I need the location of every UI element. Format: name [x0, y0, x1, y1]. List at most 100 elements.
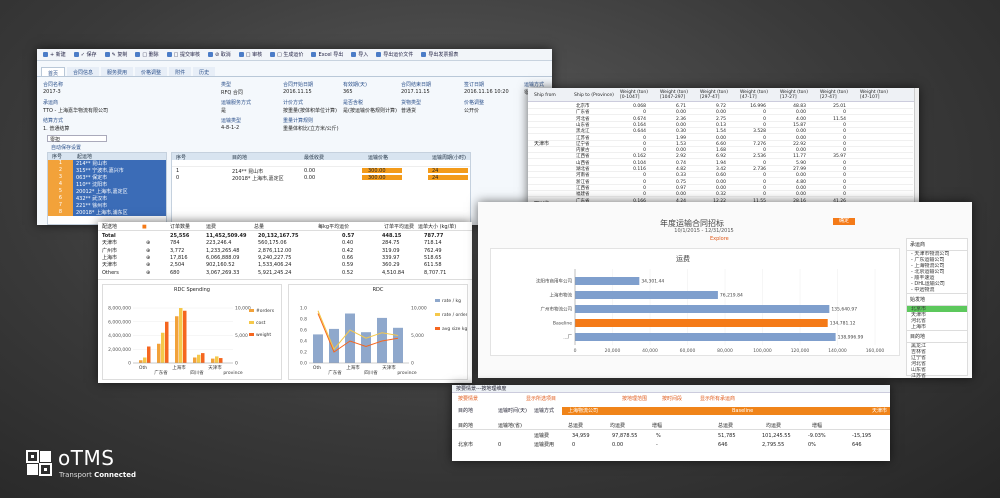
- matrix-row[interactable]: 山东省 0.164 0.00 0.13 0 15.87 0: [528, 123, 913, 128]
- toolbar-button[interactable]: 导入: [351, 51, 368, 58]
- toolbar-button[interactable]: 导出运价文件: [376, 51, 413, 58]
- field-value[interactable]: 是: [221, 108, 227, 114]
- table-row[interactable]: 2 315** 宁波市,嘉兴市: [48, 167, 166, 174]
- filter-row[interactable]: [172, 160, 470, 167]
- field-value[interactable]: 2016.11.15: [283, 89, 312, 95]
- filter-section-title[interactable]: 目的地: [907, 330, 967, 343]
- scenario-subheader[interactable]: 按要情景: [458, 396, 479, 402]
- filter-item[interactable]: 吉林省: [911, 349, 927, 355]
- filter-item[interactable]: - 天津市物流公司: [911, 251, 950, 257]
- field-value[interactable]: 重量体积比(立方米/公斤): [283, 126, 339, 132]
- toolbar-button[interactable]: ✓ 保存: [73, 51, 97, 58]
- freight-bar[interactable]: [575, 291, 718, 299]
- table-row[interactable]: Others ⊕ 680 3,067,269.33 5,921,245.24 0.52 4,…: [98, 270, 472, 277]
- freight-bar[interactable]: [575, 333, 836, 341]
- filter-item[interactable]: - 广东运输公司: [911, 257, 945, 263]
- explore-link[interactable]: Explore: [710, 236, 729, 242]
- freight-bar[interactable]: [575, 277, 640, 285]
- matrix-row[interactable]: 北京市 0.068 6.71 9.72 16.996 48.83 25.01: [528, 104, 913, 109]
- toolbar-button[interactable]: ✎ 复制: [104, 51, 127, 58]
- scenario-subheader[interactable]: 显示所选项目: [526, 396, 557, 402]
- matrix-row[interactable]: 福建省 0 0.00 0.32 0 0.00 0: [528, 192, 913, 198]
- filter-item[interactable]: 天津市: [911, 312, 927, 318]
- expand-icon[interactable]: ⊕: [146, 262, 151, 269]
- filter-item[interactable]: 河北省: [911, 318, 927, 324]
- toolbar-button[interactable]: □ 生成运价: [270, 51, 303, 58]
- field-value[interactable]: 普通货: [401, 108, 417, 114]
- field-value[interactable]: 4-8-1-2: [221, 125, 240, 131]
- field-value[interactable]: RFQ 合同: [221, 90, 243, 96]
- table-row[interactable]: 天津市 ⊕ 784 223,246.4 560,175.06 0.40 284.75 718.…: [98, 240, 472, 247]
- filter-item[interactable]: 江苏省: [911, 373, 927, 378]
- table-row[interactable]: 5 20012* 上海市,嘉定区: [48, 188, 166, 195]
- field-value[interactable]: TTO - 上海嘉华物流有限公司: [43, 108, 108, 114]
- filter-item[interactable]: - 上海物流公司: [911, 263, 945, 269]
- filter-item[interactable]: - 北京运输公司: [911, 269, 945, 275]
- table-row[interactable]: 广州市 ⊕ 3,772 1,233,265.48 2,876,112.00 0.42 319…: [98, 248, 472, 255]
- tab-item[interactable]: 价格调整: [135, 67, 168, 76]
- scenario-subheader[interactable]: 按地理范围: [622, 396, 648, 402]
- field-value[interactable]: 2017.11.15: [401, 89, 430, 95]
- table-row[interactable]: 运输费 34,959 97,878.55% 51,785 101,245.55 -9.03…: [452, 433, 890, 440]
- filter-item[interactable]: 上海市: [911, 324, 927, 330]
- filter-item[interactable]: 山东省: [911, 367, 927, 373]
- freight-bar[interactable]: [575, 319, 828, 327]
- field-value[interactable]: 公开价: [464, 108, 480, 114]
- filter-item[interactable]: - 顺丰速运: [911, 275, 935, 281]
- tab-item[interactable]: 服务费用: [101, 67, 134, 76]
- toolbar-button[interactable]: + 新建: [43, 51, 66, 58]
- field-value[interactable]: 2017-3: [43, 89, 61, 95]
- matrix-row[interactable]: 辽宁省 0 1.53 6.60 7.276 22.92 0: [528, 142, 913, 147]
- toolbar-button[interactable]: □ 审核: [238, 51, 262, 58]
- matrix-row[interactable]: 广东省 0 0.00 0.00 0 0.00 0: [528, 110, 913, 116]
- matrix-row[interactable]: 黑龙江 0.644 0.30 1.54 3.528 0.00 0: [528, 129, 913, 135]
- matrix-row[interactable]: 江西省 0 0.97 0.00 0 0.00 0: [528, 186, 913, 191]
- matrix-row[interactable]: 山西省 0.104 0.74 1.94 0 5.90 0: [528, 161, 913, 166]
- filter-section-title[interactable]: 承运商: [907, 239, 967, 251]
- table-row[interactable]: 0 20018* 上海市,嘉定区 0.00 300.00 24: [172, 174, 470, 182]
- matrix-row[interactable]: 浙江省 0 0.75 0.00 0 4.80 0: [528, 180, 913, 185]
- table-row[interactable]: 4 110** 沈阳市: [48, 181, 166, 188]
- matrix-row[interactable]: 江西省 0.162 2.92 6.92 2.536 11.77 35.97: [528, 154, 913, 160]
- scenario-subheader[interactable]: 按时间段: [662, 396, 683, 402]
- matrix-row[interactable]: 河北省 0.674 2.36 2.75 0 4.00 11.54: [528, 117, 913, 122]
- table-row[interactable]: 1 214** 昆山市: [48, 160, 166, 167]
- filter-section-title[interactable]: 始发地: [907, 293, 967, 306]
- field-value[interactable]: 按重量(按体积单位计算): [283, 108, 337, 114]
- table-row[interactable]: Total 25,556 11,452,509.49 20,132,167.75 0.5…: [98, 233, 472, 240]
- field-value[interactable]: 1. 普通结算: [43, 126, 70, 132]
- table-row[interactable]: 天津市 ⊕ 2,504 902,160.52 1,533,406.24 0.59 360.2…: [98, 262, 472, 269]
- filter-item[interactable]: - 中远物流: [911, 287, 935, 293]
- toolbar-button[interactable]: □ 提交审核: [166, 51, 200, 58]
- matrix-row[interactable]: 湖北省 0.116 4.82 3.42 2.736 27.99 0: [528, 167, 913, 172]
- expand-icon[interactable]: ⊕: [146, 254, 151, 261]
- table-row[interactable]: 7 221** 徐州市: [48, 202, 166, 209]
- tab-item[interactable]: 首页: [41, 67, 66, 77]
- expand-icon[interactable]: ⊕: [146, 269, 151, 276]
- toolbar-button[interactable]: ⊘ 取消: [208, 51, 231, 58]
- table-row[interactable]: 上海市 ⊕ 17,816 6,066,888.09 9,240,227.75 0.66 33…: [98, 255, 472, 262]
- transport-select[interactable]: 零担: [47, 135, 107, 143]
- table-row[interactable]: 北京市 0 运输费用 0 0.00 - 646 2,795.55 0% 646: [452, 442, 890, 449]
- filter-item[interactable]: 河北省: [911, 361, 927, 367]
- scenario-subheader[interactable]: 显示所有承运商: [700, 396, 736, 402]
- confirm-button[interactable]: 确定: [833, 218, 855, 225]
- matrix-row[interactable]: 内蒙古 0 0.00 1.68 0 0.00 0: [528, 148, 913, 154]
- table-row[interactable]: 6 432** 武汉市: [48, 195, 166, 202]
- field-value[interactable]: 2016.11.16 10:20: [464, 89, 509, 95]
- tab-item[interactable]: 历史: [193, 67, 216, 76]
- filter-item[interactable]: 北京市: [907, 306, 967, 312]
- matrix-row[interactable]: 河南省 0 0.33 0.60 0 0.00 0: [528, 173, 913, 179]
- table-row[interactable]: 3 063** 保定市: [48, 174, 166, 181]
- sort-icon[interactable]: ■: [142, 224, 147, 230]
- matrix-scrollbar[interactable]: [914, 88, 919, 210]
- matrix-row[interactable]: 江苏省 0 1.99 0.00 0 0.00 0: [528, 136, 913, 141]
- tab-item[interactable]: 附件: [169, 67, 192, 76]
- filter-item[interactable]: - DHL运输公司: [911, 281, 945, 287]
- table-row[interactable]: 1 214** 昆山市 0.00 300.00 24: [172, 167, 470, 175]
- toolbar-button[interactable]: 导出发票报表: [421, 51, 458, 58]
- field-value[interactable]: 365: [343, 89, 353, 95]
- expand-icon[interactable]: ⊕: [146, 240, 151, 247]
- auto-save-link[interactable]: 自动保存设置: [51, 145, 82, 151]
- field-value[interactable]: 是(按运输价格规则计算): [343, 108, 397, 114]
